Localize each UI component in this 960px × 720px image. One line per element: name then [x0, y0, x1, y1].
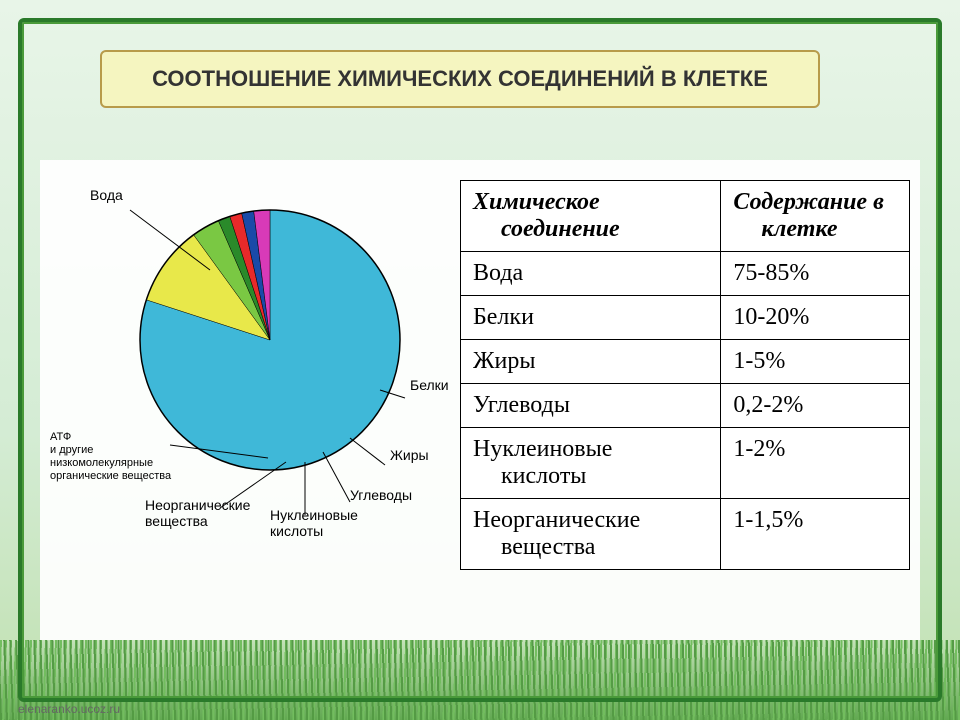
table-row: Углеводы0,2-2% — [461, 384, 910, 428]
pie-label: Белки — [410, 377, 449, 393]
watermark: elenaranko.ucoz.ru — [18, 702, 120, 716]
pie-label: АТФи другиенизкомолекулярныеорганические… — [50, 431, 172, 482]
value-cell: 10-20% — [721, 296, 910, 340]
table-header-compound: Химическое соединение — [461, 181, 721, 252]
pie-chart: Вода Белки Жиры Углеводы Нуклеиновыекислоты Н… — [50, 180, 450, 560]
value-cell: 75-85% — [721, 252, 910, 296]
pie-label: Нуклеиновыекислоты — [270, 507, 358, 539]
table-row: Нуклеиновыекислоты1-2% — [461, 428, 910, 499]
table-row: Неорганическиевещества1-1,5% — [461, 499, 910, 570]
value-cell: 1-5% — [721, 340, 910, 384]
value-cell: 0,2-2% — [721, 384, 910, 428]
leader-line — [350, 438, 385, 465]
leader-line — [323, 452, 350, 502]
pie-label: Углеводы — [350, 487, 412, 503]
compound-cell: Неорганическиевещества — [461, 499, 721, 570]
compound-cell: Вода — [461, 252, 721, 296]
compound-cell: Белки — [461, 296, 721, 340]
compound-cell: Жиры — [461, 340, 721, 384]
slide-title: СООТНОШЕНИЕ ХИМИЧЕСКИХ СОЕДИНЕНИЙ В КЛЕТ… — [100, 50, 820, 108]
pie-svg: Вода Белки Жиры Углеводы Нуклеиновыекислоты Н… — [50, 180, 450, 560]
table-row: Жиры1-5% — [461, 340, 910, 384]
value-cell: 1-1,5% — [721, 499, 910, 570]
compound-cell: Углеводы — [461, 384, 721, 428]
pie-label: Неорганическиевещества — [145, 497, 251, 529]
pie-label: Жиры — [390, 447, 429, 463]
compound-cell: Нуклеиновыекислоты — [461, 428, 721, 499]
table-header-content: Содержание в клетке — [721, 181, 910, 252]
table-row: Белки10-20% — [461, 296, 910, 340]
composition-table: Химическое соединение Содержание в клетк… — [450, 180, 910, 570]
value-cell: 1-2% — [721, 428, 910, 499]
pie-label: Вода — [90, 187, 123, 203]
content-area: ВодаБелкиЖирыУглеводыНуклеиновыекислотыН… — [40, 160, 920, 640]
table-row: Вода75-85% — [461, 252, 910, 296]
